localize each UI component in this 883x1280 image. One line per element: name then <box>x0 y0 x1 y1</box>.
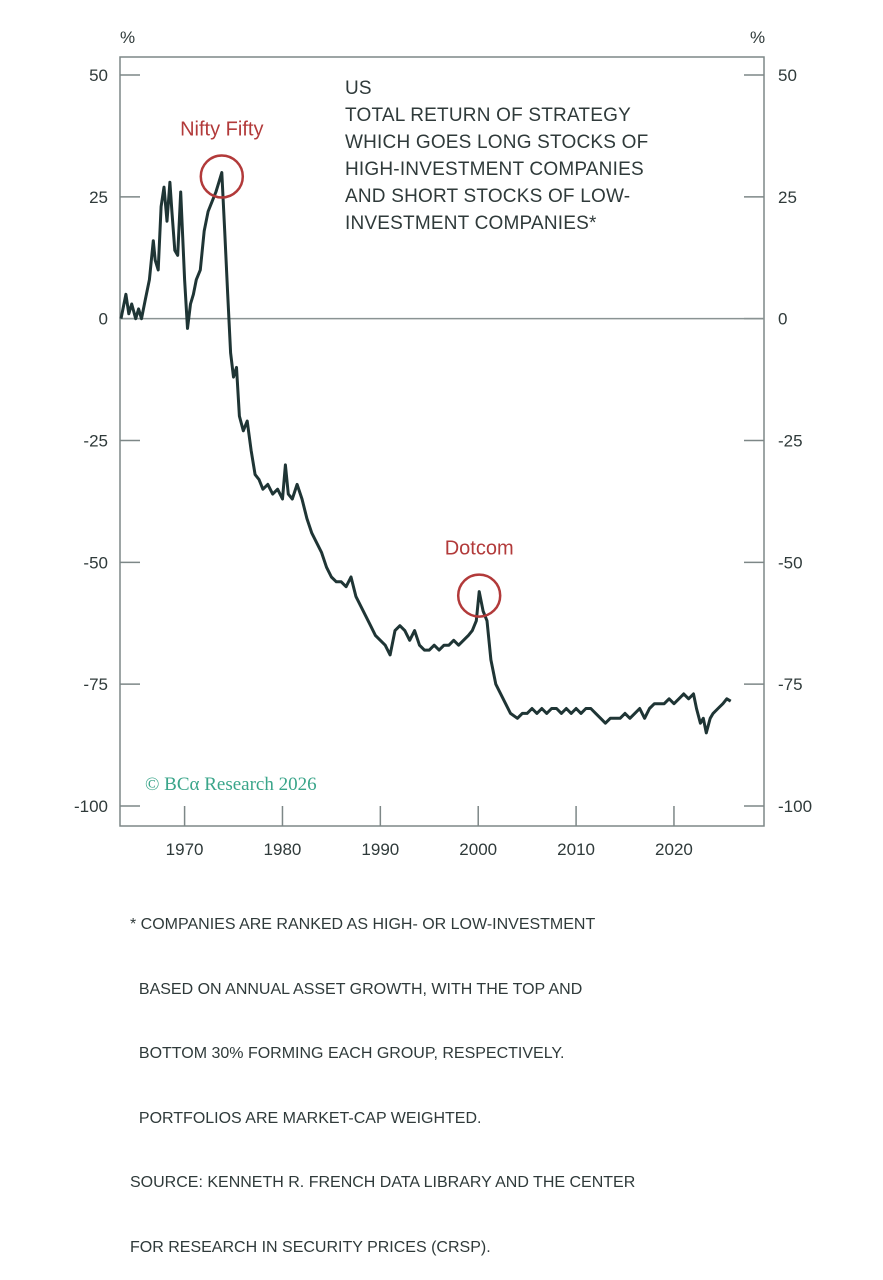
x-tick-label: 1980 <box>264 840 302 859</box>
y-tick-label-left: 50 <box>89 66 108 85</box>
plot-frame <box>119 56 765 827</box>
y-tick-label-right: -100 <box>778 797 812 816</box>
y-tick-label-right: 0 <box>778 310 787 329</box>
x-tick-label: 2000 <box>459 840 497 859</box>
annotation-label: Nifty Fifty <box>180 118 263 140</box>
footnote-line: FOR RESEARCH IN SECURITY PRICES (CRSP). <box>130 1238 491 1256</box>
y-tick-label-left: -25 <box>83 432 108 451</box>
footnote-line: PORTFOLIOS ARE MARKET-CAP WEIGHTED. <box>130 1109 482 1127</box>
x-tick-label: 2010 <box>557 840 595 859</box>
footnote-line: SOURCE: KENNETH R. FRENCH DATA LIBRARY A… <box>130 1174 636 1191</box>
annotation-label: Dotcom <box>445 538 514 560</box>
title-line: HIGH-INVESTMENT COMPANIES <box>345 159 644 180</box>
y-tick-label-right: 50 <box>778 66 797 85</box>
y-unit-right: % <box>750 28 766 47</box>
title-line: INVESTMENT COMPANIES* <box>345 213 597 234</box>
y-tick-label-right: -75 <box>778 675 803 694</box>
title-line: AND SHORT STOCKS OF LOW- <box>345 186 631 207</box>
title-line: WHICH GOES LONG STOCKS OF <box>345 132 649 153</box>
chart: 50 50 25 25 0 0 -25 -25 -50 -50 -75 -75 -100 -100 1970… <box>74 56 812 859</box>
footnote: * COMPANIES ARE RANKED AS HIGH- OR LOW-I… <box>130 871 635 1280</box>
footnote-line: BOTTOM 30% FORMING EACH GROUP, RESPECTIV… <box>130 1045 565 1062</box>
y-tick-label-right: -25 <box>778 432 803 451</box>
y-tick-label-left: -100 <box>74 797 108 816</box>
x-tick-label: 1990 <box>361 840 399 859</box>
y-tick-label-right: -50 <box>778 553 803 572</box>
y-tick-label-left: 25 <box>89 188 108 207</box>
watermark: © BCα Research 2026 <box>145 774 317 795</box>
footnote-line: * COMPANIES ARE RANKED AS HIGH- OR LOW-I… <box>130 916 596 933</box>
title-line: US <box>345 78 372 99</box>
annotation-circle <box>199 154 245 199</box>
x-tick-label: 2020 <box>655 840 693 859</box>
y-tick-label-left: 0 <box>99 310 108 329</box>
y-tick-label-left: -50 <box>83 553 108 572</box>
y-tick-label-left: -75 <box>83 675 108 694</box>
y-tick-label-right: 25 <box>778 188 797 207</box>
y-unit-left: % <box>120 28 136 47</box>
title-line: TOTAL RETURN OF STRATEGY <box>345 105 631 126</box>
series-line <box>119 171 732 735</box>
footnote-line: BASED ON ANNUAL ASSET GROWTH, WITH THE T… <box>130 980 583 998</box>
annotation-circle <box>456 573 502 618</box>
x-tick-label: 1970 <box>166 840 204 859</box>
chart-title: US TOTAL RETURN OF STRATEGY WHICH GOES L… <box>345 75 648 237</box>
